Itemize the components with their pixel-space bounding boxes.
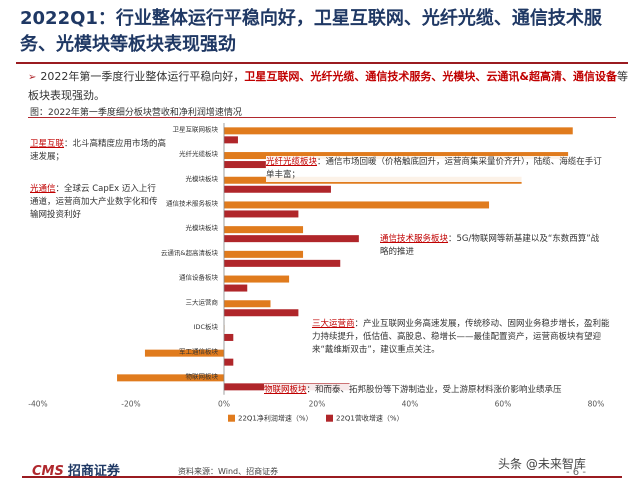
annotation-fiber-cable: 光纤光缆板块：通信市场回暖（价格触底回升，运营商集采量价齐升），陆缆、海缆在手订… — [266, 156, 606, 182]
x-tick-label: 0% — [218, 400, 230, 409]
logo-cn: 招商证券 — [67, 464, 120, 479]
bar-net-profit — [224, 275, 290, 283]
x-tick-label: -20% — [121, 400, 140, 409]
bar-revenue — [224, 210, 299, 218]
category-label: 军工通信板块 — [179, 347, 219, 356]
figure-title: 图：2022年第一季度细分板块营收和净利润增速情况 — [30, 108, 242, 118]
bar-revenue — [224, 259, 341, 267]
x-tick-label: 40% — [402, 400, 419, 409]
category-label: 通信技术服务板块 — [166, 198, 219, 207]
bar-net-profit — [224, 300, 271, 308]
annotation-operators: 三大运营商：产业互联网业务高速发展，传统移动、固网业务稳步增长，盈利能力持续提升… — [312, 318, 612, 357]
bar-revenue — [224, 161, 266, 169]
cms-logo: CMS 招商证券 — [32, 460, 120, 479]
title-divider — [16, 62, 628, 64]
annotation-label: 通信技术服务板块 — [380, 234, 449, 244]
annotation-text: ：5G/物联网等新基建以及“东数西算”战略的推进 — [380, 234, 600, 257]
bullet-highlight: 卫星互联网、光纤光缆、通信技术服务、光模块、云通讯&超高清、通信设备 — [244, 70, 617, 83]
x-tick-label: 60% — [495, 400, 512, 409]
bar-net-profit — [117, 374, 224, 382]
annotation-optical: 光通信：全球云 CapEx 迈入上行通道，运营商加大产业数字化和传输网投资利好 — [30, 183, 160, 222]
bar-revenue — [224, 358, 234, 366]
legend-label: 22Q1净利润增速（%） — [238, 414, 313, 423]
bullet-suffix: 等板块表现强劲。 — [28, 70, 628, 102]
bar-revenue — [224, 333, 234, 341]
annotation-text: ：北斗高精度应用市场的高速发展； — [30, 139, 167, 162]
category-label: 光纤光缆板块 — [179, 149, 219, 158]
summary-bullet: ➢ 2022年第一季度行业整体运行平稳向好，卫星互联网、光纤光缆、通信技术服务、光… — [28, 68, 628, 105]
bullet-prefix: 2022年第一季度行业整体运行平稳向好， — [40, 70, 245, 83]
annotation-satellite: 卫星互联：北斗高精度应用市场的高速发展； — [30, 138, 168, 164]
x-tick-label: 80% — [588, 400, 605, 409]
bar-net-profit — [224, 250, 304, 258]
annotation-label: 光通信 — [30, 184, 56, 194]
bar-revenue — [224, 235, 359, 243]
category-label: 光模块板块 — [186, 223, 219, 232]
category-label: IDC板块 — [194, 322, 219, 331]
x-tick-label: -40% — [28, 400, 47, 409]
page-title: 2022Q1：行业整体运行平稳向好，卫星互联网、光纤光缆、通信技术服务、光模块等… — [20, 8, 602, 55]
annotation-text: ：产业互联网业务高速发展，传统移动、固网业务稳步增长，盈利能力持续提升，低估值、… — [312, 319, 610, 355]
bar-net-profit — [224, 201, 490, 209]
bar-revenue — [224, 136, 238, 144]
annotation-label: 光纤光缆板块 — [266, 157, 318, 167]
legend-swatch — [228, 414, 235, 422]
bar-net-profit — [224, 127, 573, 135]
legend-swatch — [326, 414, 333, 422]
category-label: 云通讯&超高清板块 — [161, 248, 219, 257]
category-label: 光模块板块 — [186, 174, 219, 183]
bar-net-profit — [224, 226, 304, 234]
bar-net-profit — [224, 152, 569, 160]
category-label: 通信设备板块 — [179, 273, 219, 282]
annotation-tech-service: 通信技术服务板块：5G/物联网等新基建以及“东数西算”战略的推进 — [380, 233, 606, 259]
annotation-label: 物联网板块 — [264, 385, 307, 395]
bar-revenue — [224, 284, 248, 292]
bar-revenue — [224, 309, 299, 317]
figure-divider — [28, 117, 616, 118]
x-tick-label: 20% — [309, 400, 326, 409]
annotation-iot: 物联网板块：和而泰、拓邦股份等下游制造业，受上游原材料涨价影响业绩承压 — [264, 384, 610, 397]
annotation-text: ：通信市场回暖（价格触底回升，运营商集采量价齐升），陆缆、海缆在手订单丰富； — [266, 157, 602, 180]
source-note: 资料来源：Wind、招商证券 — [178, 467, 279, 476]
growth-bar-chart: 卫星互联网板块光纤光缆板块光模块板块通信技术服务板块光模块板块云通讯&超高清板块… — [28, 123, 605, 423]
bar-net-profit — [144, 349, 224, 357]
logo-latin: CMS — [32, 464, 64, 479]
watermark: 头条 @未来智库 — [498, 457, 586, 471]
annotation-label: 卫星互联 — [30, 139, 65, 149]
bar-revenue — [224, 185, 331, 193]
legend-label: 22Q1营收增速（%） — [336, 414, 404, 423]
footer-divider — [22, 476, 622, 478]
annotation-label: 三大运营商 — [312, 319, 355, 329]
annotation-text: ：全球云 CapEx 迈入上行通道，运营商加大产业数字化和传输网投资利好 — [30, 184, 158, 220]
triangle-bullet-icon: ➢ — [28, 72, 37, 83]
category-label: 物联网板块 — [186, 371, 219, 380]
category-label: 卫星互联网板块 — [173, 124, 219, 133]
category-label: 三大运营商 — [186, 297, 219, 306]
page-number: - 6 - — [566, 467, 586, 478]
annotation-text: ：和而泰、拓邦股份等下游制造业，受上游原材料涨价影响业绩承压 — [306, 385, 562, 395]
